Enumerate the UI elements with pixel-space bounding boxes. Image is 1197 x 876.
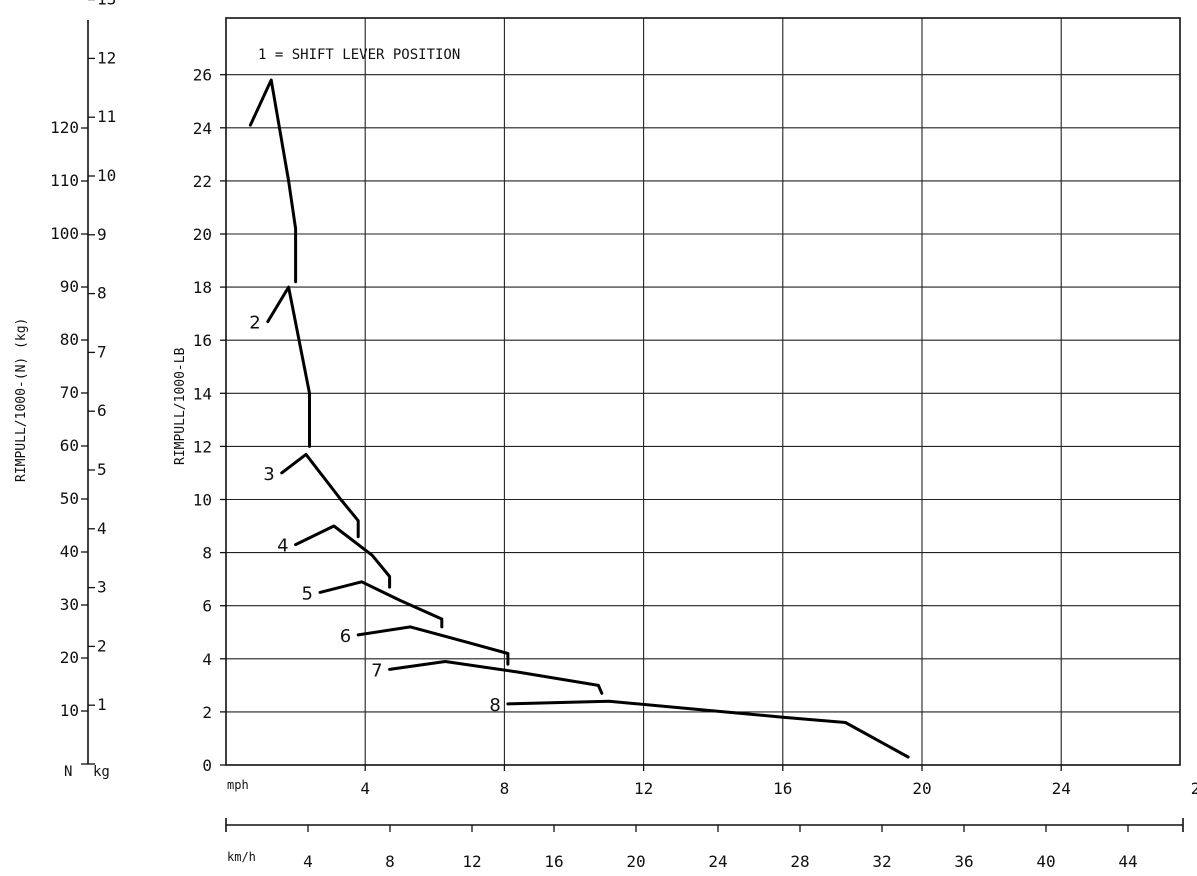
- n-axis-unit-label: N: [64, 764, 72, 780]
- kmh-tick-label: 12: [462, 852, 481, 871]
- n-tick-label: 20: [60, 648, 79, 667]
- legend-note: 1 = SHIFT LEVER POSITION: [258, 47, 460, 63]
- series-label: 3: [263, 464, 274, 485]
- series-label: 7: [371, 660, 382, 681]
- kg-tick-label: 2: [97, 636, 107, 655]
- kmh-tick-label: 4: [303, 852, 313, 871]
- x-axis-unit-label: mph: [227, 778, 249, 792]
- y-tick-label: 20: [193, 225, 212, 244]
- secondary-x-axis-unit-label: km/h: [227, 850, 256, 864]
- n-tick-label: 80: [60, 330, 79, 349]
- kg-tick-label: 3: [97, 578, 107, 597]
- y-tick-label: 10: [193, 491, 212, 510]
- y-axis-label: RIMPULL/1000-LB: [173, 347, 188, 465]
- series-label: 4: [277, 536, 288, 557]
- kg-tick-label: 7: [97, 342, 107, 361]
- chart-marks: 2 3 4 5 67 8: [248, 78, 910, 759]
- y-tick-label: 26: [193, 66, 212, 85]
- plot-frame: [225, 17, 1181, 766]
- kmh-tick-label: 8: [385, 852, 395, 871]
- series-line: [280, 452, 360, 539]
- kg-tick-label: 5: [97, 460, 107, 479]
- kg-tick-label: 9: [97, 225, 107, 244]
- kmh-tick-label: 20: [626, 852, 645, 871]
- y-tick-label: 2: [202, 703, 212, 722]
- series-line: [266, 285, 311, 448]
- series-line: [318, 580, 444, 629]
- x-tick-label: 24: [1052, 779, 1071, 798]
- series-line: [356, 625, 510, 666]
- chart-axes: 4812162024280246810121416182022242648121…: [50, 0, 1197, 871]
- kmh-tick-label: 36: [954, 852, 973, 871]
- series-line: [506, 699, 910, 759]
- y-tick-label: 18: [193, 278, 212, 297]
- kmh-tick-label: 28: [790, 852, 809, 871]
- x-tick-label: 20: [912, 779, 931, 798]
- n-tick-label: 40: [60, 542, 79, 561]
- n-tick-label: 90: [60, 277, 79, 296]
- x-tick-label: 12: [634, 779, 653, 798]
- y-tick-label: 22: [193, 172, 212, 191]
- chart-grid: [226, 18, 1180, 765]
- series-label: 8: [489, 695, 500, 716]
- y-tick-label: 24: [193, 119, 212, 138]
- n-tick-label: 70: [60, 383, 79, 402]
- kg-tick-label: 12: [97, 48, 116, 67]
- kg-tick-label: 13: [97, 0, 116, 9]
- kmh-tick-label: 24: [708, 852, 727, 871]
- x-tick-label: 8: [500, 779, 510, 798]
- n-tick-label: 120: [50, 118, 79, 137]
- y-tick-label: 12: [193, 437, 212, 456]
- n-tick-label: 10: [60, 701, 79, 720]
- kg-tick-label: 11: [97, 107, 116, 126]
- series-label: 6: [340, 626, 351, 647]
- series-line: [294, 524, 392, 589]
- kg-tick-label: 1: [97, 695, 107, 714]
- secondary-y-axis-label: RIMPULL/1000-(N) (kg): [14, 318, 29, 482]
- series-label: 5: [302, 583, 313, 604]
- kmh-tick-label: 32: [872, 852, 891, 871]
- kg-tick-label: 10: [97, 166, 116, 185]
- x-tick-label: 16: [773, 779, 792, 798]
- kg-tick-label: 4: [97, 519, 107, 538]
- n-tick-label: 30: [60, 595, 79, 614]
- y-tick-label: 4: [202, 650, 212, 669]
- y-tick-label: 6: [202, 597, 212, 616]
- y-tick-label: 14: [193, 384, 212, 403]
- kg-tick-label: 6: [97, 401, 107, 420]
- n-tick-label: 50: [60, 489, 79, 508]
- kmh-tick-label: 16: [544, 852, 563, 871]
- series-label: 2: [249, 313, 260, 334]
- n-tick-label: 110: [50, 171, 79, 190]
- y-tick-label: 8: [202, 544, 212, 563]
- kg-axis-unit-label: kg: [93, 764, 110, 780]
- kmh-tick-label: 44: [1118, 852, 1137, 871]
- n-tick-label: 100: [50, 224, 79, 243]
- kmh-tick-label: 40: [1036, 852, 1055, 871]
- x-tick-label: 28: [1191, 779, 1197, 798]
- series-line: [248, 78, 298, 284]
- y-tick-label: 0: [202, 756, 212, 775]
- n-tick-label: 60: [60, 436, 79, 455]
- kg-tick-label: 8: [97, 284, 107, 303]
- y-tick-label: 16: [193, 331, 212, 350]
- x-tick-label: 4: [360, 779, 370, 798]
- series-line: [388, 660, 604, 695]
